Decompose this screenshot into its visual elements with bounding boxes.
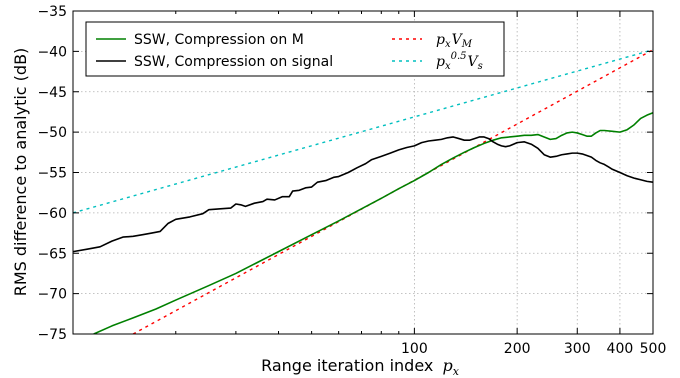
x-axis-label: Range iteration index px <box>261 356 460 378</box>
x-axis-label-math-sub: x <box>453 365 460 378</box>
y-tick-label: −40 <box>37 44 67 60</box>
legend-label-ssw-signal: SSW, Compression on signal <box>134 54 333 70</box>
x-tick-label: 300 <box>564 341 591 357</box>
y-tick-label: −45 <box>37 85 67 101</box>
y-tick-label: −75 <box>37 327 67 343</box>
series-px05-vs <box>73 49 653 214</box>
x-tick-label: 500 <box>640 341 667 357</box>
y-axis-label: RMS difference to analytic (dB) <box>11 48 30 297</box>
y-tick-label: −55 <box>37 166 67 182</box>
x-tick-label: 400 <box>607 341 634 357</box>
legend: SSW, Compression on M SSW, Compression o… <box>85 21 505 77</box>
y-tick-label: −35 <box>37 4 67 20</box>
x-tick-label: 200 <box>504 341 531 357</box>
series-ssw-compression-signal <box>73 136 653 253</box>
legend-frame <box>85 21 505 77</box>
legend-label-ssw-m: SSW, Compression on M <box>134 32 304 48</box>
legend-label-px-vm: pxVM <box>436 32 473 50</box>
legend-label-px05-vs: px0.5Vs <box>436 51 483 72</box>
y-tick-label: −60 <box>37 206 67 222</box>
x-tick-label: 100 <box>401 341 428 357</box>
x-axis-label-text: Range iteration index <box>261 356 433 375</box>
series-layer <box>73 49 653 334</box>
tick-layer: −35 −40 −45 −50 −55 −60 −65 −70 −75 100 200 300 400 5… <box>37 4 666 357</box>
x-axis-label-math: p <box>442 356 452 375</box>
y-tick-label: −65 <box>37 246 67 262</box>
series-group <box>73 49 653 334</box>
y-tick-label: −50 <box>37 125 67 141</box>
series-ssw-compression-m <box>93 112 653 334</box>
y-tick-label: −70 <box>37 287 67 303</box>
